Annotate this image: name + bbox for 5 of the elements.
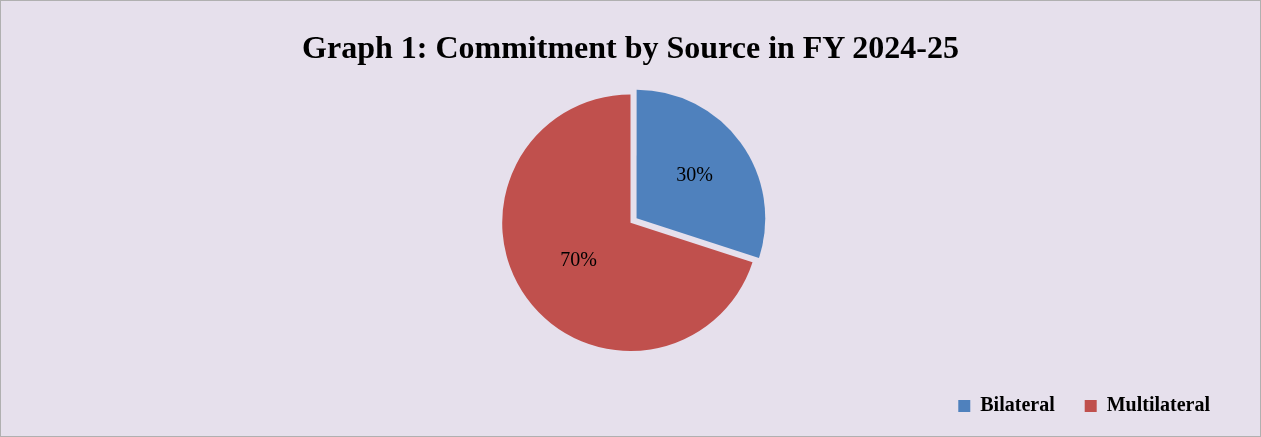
legend-label: Multilateral: [1106, 393, 1211, 416]
data-label: 30%: [676, 163, 713, 186]
chart-title: Graph 1: Commitment by Source in FY 2024-25: [302, 29, 959, 66]
legend-label: Bilateral: [980, 393, 1056, 416]
data-label: 70%: [560, 247, 597, 270]
